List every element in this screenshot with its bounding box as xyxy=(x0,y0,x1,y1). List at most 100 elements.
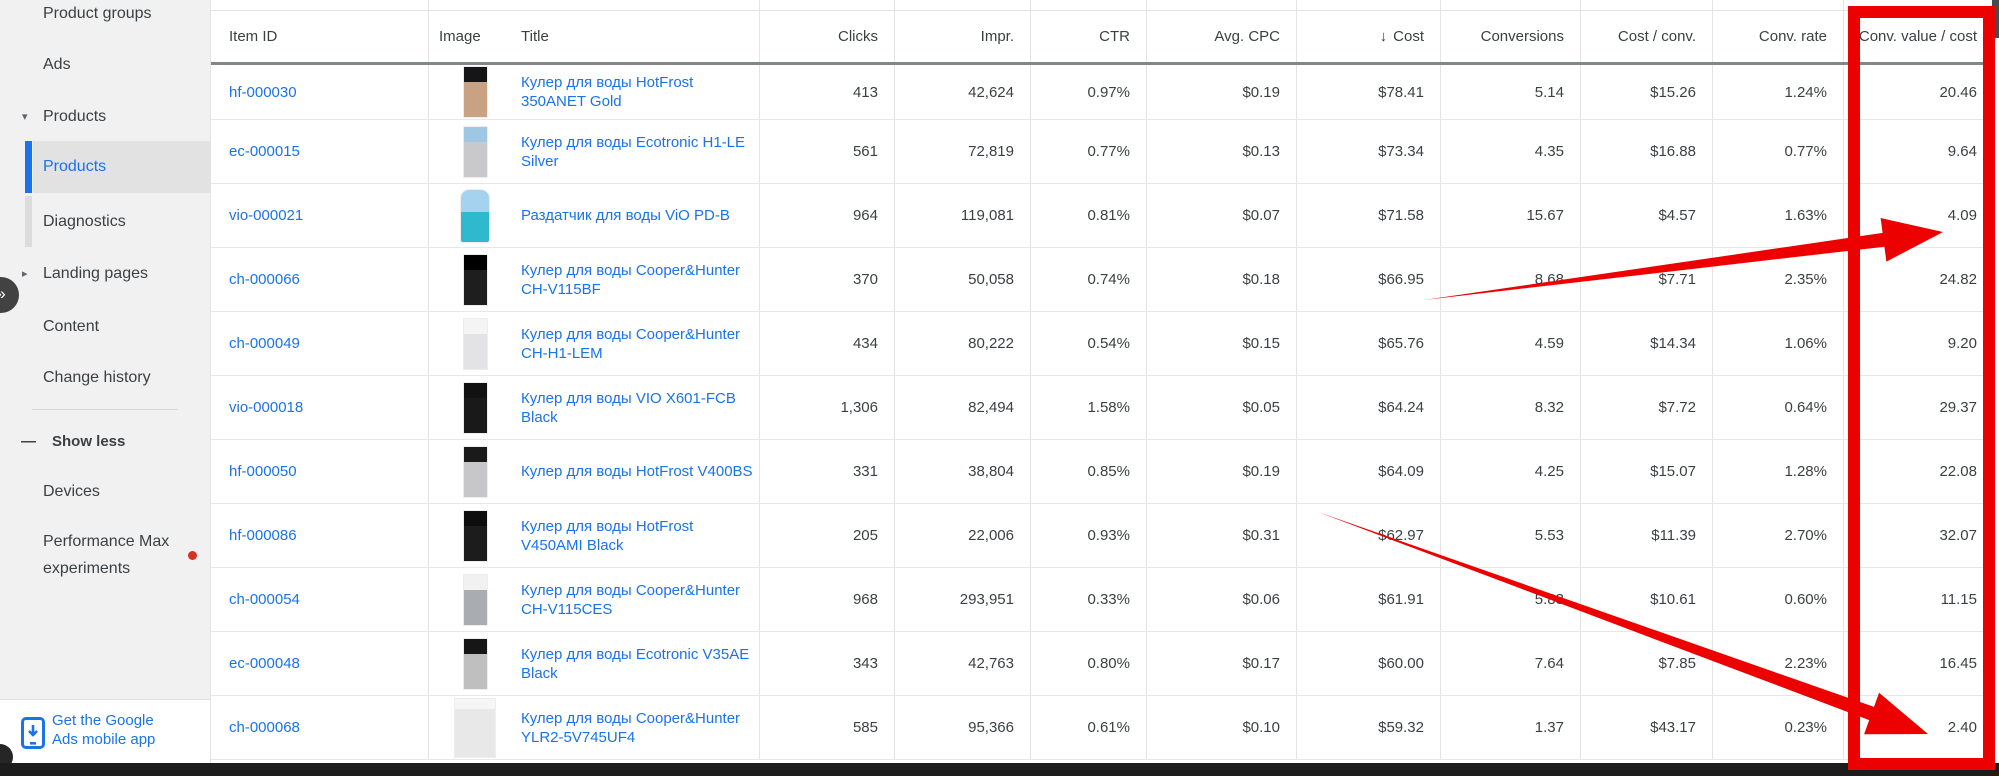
table-row: hf-000030 Кулер для воды HotFrost 350ANET… xyxy=(211,65,1993,120)
sidebar-item-content[interactable]: Content xyxy=(0,314,210,340)
product-title-link[interactable]: Кулер для воды HotFrost V400BS xyxy=(521,463,753,480)
column-header-conversions[interactable]: Conversions xyxy=(1440,0,1580,62)
cell-conv_rate: 1.24% xyxy=(1712,65,1843,119)
item-id-link[interactable]: ch-000066 xyxy=(229,271,300,288)
cell-cost_per_conv: $16.88 xyxy=(1580,120,1712,183)
product-title-link[interactable]: Кулер для воды Cooper&Hunter CH-H1-LEM xyxy=(521,325,741,362)
cell-item_id: ch-000054 xyxy=(211,568,428,631)
product-title-link[interactable]: Кулер для воды HotFrost 350ANET Gold xyxy=(521,74,694,110)
table-header-row: Item ID Image Title Clicks Impr. CTR Avg. CPC ↓… xyxy=(211,0,1993,65)
sidebar-item-label: Content xyxy=(43,318,100,335)
sidebar-item-show-less[interactable]: — Show less xyxy=(0,429,210,455)
cell-title: Кулер для воды Ecotronic H1-LE Silver xyxy=(511,120,759,183)
column-header-item_id[interactable]: Item ID xyxy=(211,0,428,62)
sidebar-item-landing-pages[interactable]: ▸ Landing pages xyxy=(0,261,210,287)
cell-item_id: vio-000021 xyxy=(211,184,428,247)
item-id-link[interactable]: vio-000021 xyxy=(229,207,304,224)
item-id-link[interactable]: hf-000030 xyxy=(229,83,297,101)
cell-avg_cpc: $0.31 xyxy=(1146,504,1296,567)
item-id-link[interactable]: ec-000048 xyxy=(229,655,300,672)
product-title-link[interactable]: Раздатчик для воды ViO PD-B xyxy=(521,207,730,224)
vertical-scrollbar-thumb[interactable] xyxy=(1992,0,1999,38)
cell-item_id: ec-000048 xyxy=(211,632,428,695)
sidebar-item-label: Ads xyxy=(43,56,71,73)
cell-avg_cpc: $0.18 xyxy=(1146,248,1296,311)
cell-impr: 42,624 xyxy=(894,65,1030,119)
cell-conv_value_per_cost: 4.09 xyxy=(1843,184,1993,247)
sidebar-item-product-groups[interactable]: Product groups xyxy=(0,1,210,27)
item-id-link[interactable]: ec-000015 xyxy=(229,143,300,160)
product-title-link[interactable]: Кулер для воды Ecotronic V35AE Black xyxy=(521,645,750,682)
item-id-link[interactable]: vio-000018 xyxy=(229,399,304,416)
cell-cost_per_conv: $10.61 xyxy=(1580,568,1712,631)
cell-cost_per_conv: $15.07 xyxy=(1580,440,1712,503)
cell-clicks: 968 xyxy=(759,568,894,631)
cell-impr: 38,804 xyxy=(894,440,1030,503)
cell-conv_value_per_cost: 2.40 xyxy=(1843,696,1993,759)
sidebar-item-products-parent[interactable]: ▾ Products xyxy=(0,104,210,130)
sidebar-item-label: Change history xyxy=(43,369,151,386)
cell-conversions: 5.14 xyxy=(1440,65,1580,119)
item-id-link[interactable]: hf-000086 xyxy=(229,527,297,544)
column-header-label: Image xyxy=(439,27,481,45)
collapse-nav-button[interactable]: » xyxy=(0,277,19,313)
cell-item_id: ch-000068 xyxy=(211,696,428,759)
cell-avg_cpc: $0.07 xyxy=(1146,184,1296,247)
mobile-app-promo-link[interactable]: Get the Google Ads mobile app xyxy=(0,699,210,764)
product-title-link[interactable]: Кулер для воды Cooper&Hunter YLR2-5V745U… xyxy=(521,709,741,746)
column-header-label: Conv. value / cost xyxy=(1858,27,1977,45)
cell-image xyxy=(428,312,511,375)
item-id-link[interactable]: hf-000050 xyxy=(229,463,297,480)
cell-conv_rate: 0.64% xyxy=(1712,376,1843,439)
sidebar-item-products-selected[interactable]: Products xyxy=(0,141,210,193)
cell-avg_cpc: $0.10 xyxy=(1146,696,1296,759)
column-header-ctr[interactable]: CTR xyxy=(1030,0,1146,62)
column-header-label: Conv. rate xyxy=(1758,27,1827,45)
item-id-link[interactable]: ch-000068 xyxy=(229,719,300,736)
cell-image xyxy=(428,120,511,183)
sidebar-item-ads[interactable]: Ads xyxy=(0,52,210,78)
cell-title: Кулер для воды Cooper&Hunter CH-V115BF xyxy=(511,248,759,311)
sidebar-item-change-history[interactable]: Change history xyxy=(0,365,210,391)
cell-item_id: hf-000086 xyxy=(211,504,428,567)
cell-ctr: 0.93% xyxy=(1030,504,1146,567)
header-top-hairline xyxy=(211,10,1993,11)
cell-item_id: ch-000066 xyxy=(211,248,428,311)
table-row: ec-000015 Кулер для воды Ecotronic H1-LE … xyxy=(211,120,1993,184)
product-title-link[interactable]: Кулер для воды HotFrost V450AMI Black xyxy=(521,517,694,554)
cell-clicks: 205 xyxy=(759,504,894,567)
cell-cost: $60.00 xyxy=(1296,632,1440,695)
cell-conversions: 4.59 xyxy=(1440,312,1580,375)
item-id-link[interactable]: ch-000054 xyxy=(229,591,300,608)
cell-title: Раздатчик для воды ViO PD-B xyxy=(511,184,759,247)
sidebar-item-performance-max-experiments[interactable]: Performance Max experiments xyxy=(0,528,210,584)
column-header-cost[interactable]: ↓ Cost xyxy=(1296,0,1440,62)
cell-conversions: 15.67 xyxy=(1440,184,1580,247)
cell-clicks: 1,306 xyxy=(759,376,894,439)
cell-item_id: ch-000049 xyxy=(211,312,428,375)
item-id-link[interactable]: ch-000049 xyxy=(229,335,300,352)
products-table: Item ID Image Title Clicks Impr. CTR Avg. CPC ↓… xyxy=(210,0,1993,763)
cell-clicks: 964 xyxy=(759,184,894,247)
column-header-cost_per_conv[interactable]: Cost / conv. xyxy=(1580,0,1712,62)
mobile-app-promo-label: Get the Google Ads mobile app xyxy=(52,712,156,748)
cell-item_id: hf-000050 xyxy=(211,440,428,503)
sidebar-item-devices[interactable]: Devices xyxy=(0,479,210,505)
table-body: hf-000030 Кулер для воды HotFrost 350ANET… xyxy=(211,65,1993,760)
column-header-impr[interactable]: Impr. xyxy=(894,0,1030,62)
product-title-link[interactable]: Кулер для воды Cooper&Hunter CH-V115BF xyxy=(521,261,741,298)
sidebar-item-diagnostics[interactable]: Diagnostics xyxy=(0,196,210,247)
column-header-clicks[interactable]: Clicks xyxy=(759,0,894,62)
product-title-link[interactable]: Кулер для воды Ecotronic H1-LE Silver xyxy=(521,133,746,170)
product-title-link[interactable]: Кулер для воды Cooper&Hunter CH-V115CES xyxy=(521,581,741,618)
horizontal-scrollbar[interactable] xyxy=(0,763,1999,776)
product-title-link[interactable]: Кулер для воды VIO X601-FCB Black xyxy=(521,389,736,426)
cell-title: Кулер для воды Cooper&Hunter YLR2-5V745U… xyxy=(511,696,759,759)
column-header-title[interactable]: Title xyxy=(511,0,759,62)
double-chevron-right-icon: » xyxy=(0,284,6,303)
column-header-image[interactable]: Image xyxy=(428,0,511,62)
column-header-avg_cpc[interactable]: Avg. CPC xyxy=(1146,0,1296,62)
cell-ctr: 0.33% xyxy=(1030,568,1146,631)
column-header-conv_rate[interactable]: Conv. rate xyxy=(1712,0,1843,62)
cell-item_id: ec-000015 xyxy=(211,120,428,183)
